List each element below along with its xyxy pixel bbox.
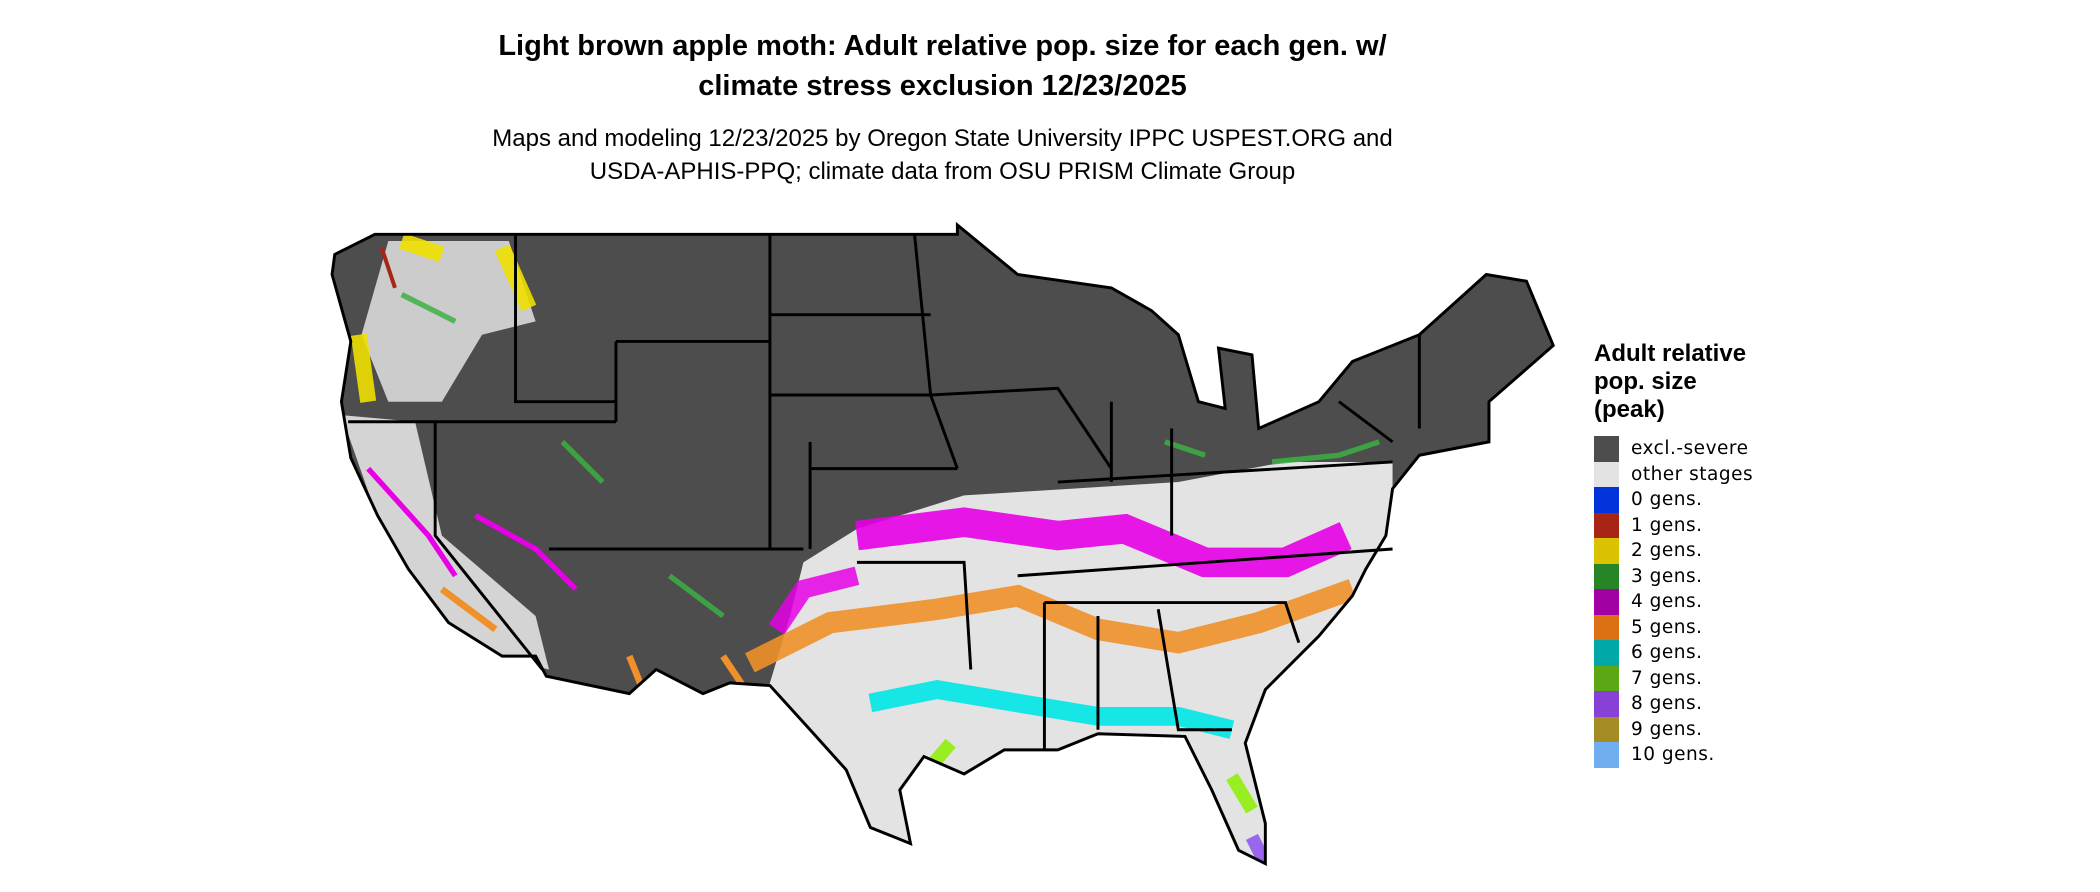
legend-swatch <box>1594 436 1619 462</box>
legend-swatch <box>1594 461 1619 487</box>
gen5-band <box>745 579 1356 673</box>
legend-label: 7 gens. <box>1631 667 1703 689</box>
title-line-2: climate stress exclusion 12/23/2025 <box>698 70 1187 102</box>
legend-label: 4 gens. <box>1631 591 1703 613</box>
legend-swatch <box>1594 512 1619 538</box>
other-stages-west <box>341 415 549 670</box>
legend-label: excl.-severe <box>1631 438 1749 460</box>
legend-item: 10 gens. <box>1594 742 1753 768</box>
legend-item: 4 gens. <box>1594 589 1753 615</box>
legend-item: 3 gens. <box>1594 563 1753 589</box>
legend-item: 1 gens. <box>1594 512 1753 538</box>
subtitle-line-2: USDA-APHIS-PPQ; climate data from OSU PR… <box>589 158 1296 185</box>
legend-swatch <box>1594 614 1619 640</box>
legend-label: 2 gens. <box>1631 540 1703 562</box>
legend-item: 7 gens. <box>1594 665 1753 691</box>
legend-swatch <box>1594 538 1619 564</box>
state-boundaries <box>330 223 1555 866</box>
legend-label: 9 gens. <box>1631 718 1703 740</box>
legend-label: other stages <box>1631 463 1754 485</box>
legend-label: 8 gens. <box>1631 693 1703 715</box>
legend-swatch <box>1594 563 1619 589</box>
title-line-1: Light brown apple moth: Adult relative p… <box>498 30 1387 62</box>
legend-title-line-2: pop. size <box>1594 368 1697 395</box>
legend-label: 5 gens. <box>1631 616 1703 638</box>
legend-item: excl.-severe <box>1594 436 1753 462</box>
legend-swatch <box>1594 742 1619 768</box>
map-subtitle: Maps and modeling 12/23/2025 by Oregon S… <box>0 122 1885 188</box>
legend-label: 0 gens. <box>1631 489 1703 511</box>
gen1-spots <box>379 247 397 289</box>
gen8-florida-tip <box>1245 833 1272 864</box>
legend-swatch <box>1594 691 1619 717</box>
legend-items: excl.-severe other stages 0 gens. 1 gens. 2 … <box>1594 436 1753 768</box>
subtitle-line-1: Maps and modeling 12/23/2025 by Oregon S… <box>492 125 1393 152</box>
legend-item: 9 gens. <box>1594 716 1753 742</box>
gen3-spots <box>400 292 1381 619</box>
legend-label: 1 gens. <box>1631 514 1703 536</box>
legend-title-line-3: (peak) <box>1594 396 1665 423</box>
map-legend: Adult relative pop. size (peak) excl.-se… <box>1594 340 1753 768</box>
legend-label: 3 gens. <box>1631 565 1703 587</box>
gen4-california <box>366 466 578 592</box>
legend-label: 6 gens. <box>1631 642 1703 664</box>
legend-swatch <box>1594 640 1619 666</box>
legend-label: 10 gens. <box>1631 744 1715 766</box>
legend-title: Adult relative pop. size (peak) <box>1594 340 1753 424</box>
legend-swatch <box>1594 487 1619 513</box>
gen7-florida <box>1226 773 1258 814</box>
legend-swatch <box>1594 665 1619 691</box>
legend-item: 0 gens. <box>1594 487 1753 513</box>
gen6-band <box>868 680 1235 739</box>
legend-item: 6 gens. <box>1594 640 1753 666</box>
legend-item: 8 gens. <box>1594 691 1753 717</box>
legend-item: 2 gens. <box>1594 538 1753 564</box>
gen4-band-sw <box>768 566 860 635</box>
gen4-band <box>855 507 1352 578</box>
other-stages-northwest <box>361 241 536 402</box>
legend-item: other stages <box>1594 461 1754 487</box>
legend-item: 5 gens. <box>1594 614 1753 640</box>
legend-swatch <box>1594 716 1619 742</box>
map-title: Light brown apple moth: Adult relative p… <box>0 26 1885 106</box>
legend-swatch <box>1594 589 1619 615</box>
legend-title-line-1: Adult relative <box>1594 340 1747 367</box>
